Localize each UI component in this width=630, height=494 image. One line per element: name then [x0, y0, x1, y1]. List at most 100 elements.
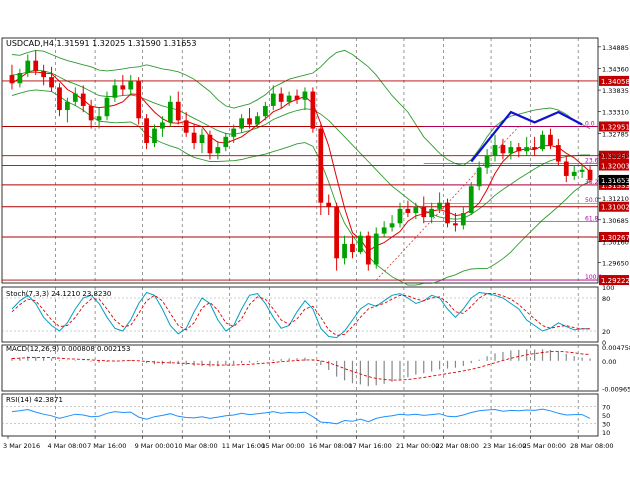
candle-body [437, 202, 442, 209]
head-shoulders-pattern [470, 110, 583, 163]
candle-body [96, 116, 102, 121]
stoch-main-line [11, 291, 590, 339]
rsi-label: RSI(14) 42.3871 [6, 396, 63, 404]
candle-body [144, 118, 149, 143]
candle-body [326, 202, 332, 207]
level-price-label: 1.29222 [601, 277, 630, 285]
price-tick-label: 1.30160 [602, 238, 629, 246]
candle-body [215, 147, 221, 154]
candle-body [231, 128, 237, 137]
candle-body [453, 223, 458, 226]
level-price-box [599, 232, 629, 243]
candle-body [555, 145, 561, 162]
level-price-box [599, 275, 629, 286]
level-price-box [599, 121, 629, 132]
stoch-label: Stoch(7,3,3) 24.1210 23.8230 [6, 290, 111, 298]
candle-body [350, 243, 355, 253]
grid-layer [1, 37, 599, 437]
candle-body [152, 128, 157, 143]
candle-body [41, 70, 47, 78]
candle-body [571, 171, 577, 176]
stoch-tick-label: 80 [602, 295, 610, 303]
stoch-signal-line [11, 293, 590, 336]
candle-body [397, 208, 403, 224]
fib-level-label: 23.6 [585, 157, 599, 164]
level-price-box [599, 150, 629, 161]
fib-level-label: 38.2 [585, 179, 599, 186]
level-price-label: 1.32003 [601, 163, 630, 171]
candle-body [484, 155, 490, 168]
rsi-tick-label: 10 [602, 429, 610, 437]
stoch-tick-label: 20 [602, 328, 610, 336]
time-tick-label: 17 Mar 16:00 [348, 442, 391, 450]
stoch-tick-label: 0 [602, 339, 606, 347]
bollinger-lower-band [11, 89, 591, 286]
candle-body [199, 134, 205, 143]
candle-body [255, 116, 260, 125]
level-price-box [599, 160, 629, 171]
level-price-label: 1.30267 [601, 234, 630, 242]
level-price-label: 1.32241 [601, 153, 630, 161]
candle-body [310, 91, 316, 129]
candle-body [373, 233, 379, 265]
macd-tick-label: -0.009656 [602, 386, 630, 394]
candle-body [104, 97, 110, 117]
candle-body [516, 147, 522, 152]
bollinger-upper-band [11, 49, 591, 167]
candle-body [429, 208, 435, 218]
price-tick-label: 1.32785 [602, 130, 629, 138]
candle-body [421, 206, 427, 218]
time-tick-label: 23 Mar 16:00 [483, 442, 526, 450]
candle-body [191, 132, 197, 143]
candle-body [160, 122, 165, 129]
candle-body [445, 202, 450, 224]
candle-body [579, 169, 585, 172]
candle-body [88, 105, 94, 121]
time-tick-label: 25 Mar 00:00 [523, 442, 566, 450]
candle-body [342, 243, 347, 259]
price-tick-label: 1.31735 [602, 174, 629, 182]
candle-body [65, 101, 70, 111]
candle-body [381, 227, 387, 234]
candle-body [33, 60, 39, 71]
candle-body [302, 91, 308, 100]
candle-body [405, 208, 411, 213]
candle-body [207, 134, 213, 154]
level-price-label: 1.31002 [601, 204, 630, 212]
candle-body [365, 235, 371, 265]
stoch-tick-label: 100 [602, 284, 614, 292]
macd-tick-label: 0.004758 [602, 344, 630, 352]
macd-label: MACD(12,26,9) 0.000808 0.002153 [6, 345, 130, 353]
price-panel-frame [1, 37, 599, 284]
fib-level-label: 50.0 [585, 197, 599, 204]
candle-body [508, 147, 514, 154]
pattern-line [470, 110, 583, 163]
candle-body [389, 223, 395, 228]
candle-body [532, 147, 537, 150]
fib-level-label: 0.0 [585, 120, 595, 127]
candle-body [294, 95, 300, 100]
candle-body [9, 75, 15, 84]
time-tick-label: 21 Mar 00:00 [396, 442, 439, 450]
time-tick-label: 11 Mar 16:00 [222, 442, 265, 450]
current-price-label: 1.31653 [601, 177, 630, 185]
candle-body [270, 93, 276, 106]
candle-body [72, 93, 78, 102]
candle-body [563, 161, 569, 176]
time-tick-label: 3 Mar 2016 [3, 442, 40, 450]
candle-body [358, 235, 363, 253]
price-tick-label: 1.32260 [602, 152, 629, 160]
time-tick-label: 10 Mar 08:00 [174, 442, 217, 450]
fib-level-label: 61.8 [585, 216, 599, 223]
level-price-box [599, 75, 629, 86]
candle-body [120, 85, 126, 90]
candle-body [112, 85, 118, 98]
candle-body [183, 120, 189, 133]
symbol-header: USDCAD,H4 1.31591 1.32025 1.31590 1.3165… [6, 39, 196, 48]
macd-tick-label: 0.00 [602, 358, 616, 366]
level-price-label: 1.31533 [601, 182, 630, 190]
rsi-tick-label: 70 [602, 404, 610, 412]
candle-body [128, 81, 134, 90]
price-tick-label: 1.33835 [602, 87, 629, 95]
rsi-line [11, 408, 591, 425]
